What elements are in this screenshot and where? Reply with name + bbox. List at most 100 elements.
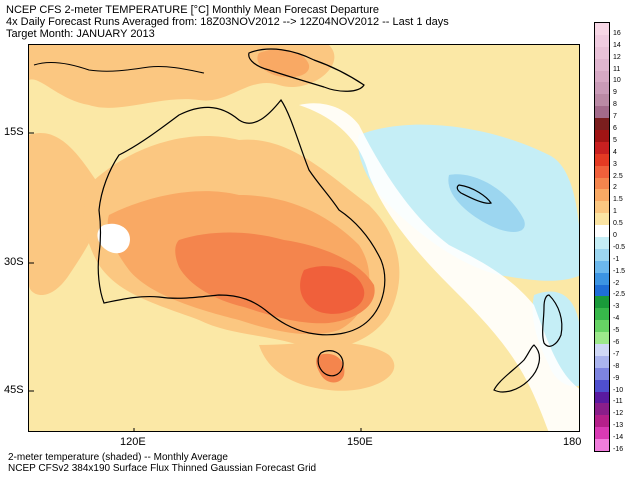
colorbar-cell (595, 284, 609, 297)
colorbar-label: -7 (613, 350, 620, 358)
colorbar-label: 1 (613, 208, 617, 216)
map-panel (28, 44, 580, 432)
colorbar-cell (595, 82, 609, 95)
colorbar-label: 0.5 (613, 220, 623, 228)
colorbar-label: 0 (613, 232, 617, 239)
map-ticks (29, 132, 362, 431)
colorbar-label: 9 (613, 89, 617, 97)
lat-label-45s: 45S (4, 384, 24, 396)
colorbar-cell (595, 165, 609, 179)
colorbar-cell (595, 344, 609, 357)
colorbar-cell (595, 355, 609, 369)
colorbar-cell (595, 379, 609, 393)
coastline-new-zealand-south (493, 344, 541, 393)
colorbar-cell (595, 106, 609, 119)
colorbar-cell (595, 272, 609, 286)
colorbar-cell (595, 332, 609, 345)
colorbar-label: -0.5 (613, 243, 626, 251)
header-line-2: 4x Daily Forecast Runs Averaged from: 18… (6, 16, 449, 28)
warm-region-tasmania (316, 353, 345, 383)
neutral-band (299, 103, 579, 431)
coastline-new-guinea (248, 48, 365, 92)
coastline-tasmania (317, 350, 344, 377)
lon-label-120e: 120E (120, 436, 146, 448)
coastline-indonesia (33, 62, 205, 74)
warm-region-hotspot (300, 266, 365, 314)
colorbar-label: -9 (613, 374, 620, 382)
coastline-new-caledonia (456, 184, 492, 204)
colorbar-cell (595, 141, 609, 155)
colorbar-label: -6 (613, 339, 620, 346)
warm-region-west-ocean (29, 133, 102, 295)
colorbar-cell (595, 439, 609, 452)
colorbar-cell (595, 201, 609, 214)
colorbar-label: -3 (613, 303, 620, 311)
colorbar-label: -10 (613, 386, 624, 394)
colorbar-cell (595, 427, 609, 440)
colorbar-label: 6 (613, 125, 617, 132)
colorbar-label: -13 (613, 422, 624, 430)
colorbar-cell (595, 415, 609, 428)
colorbar-label: 4 (613, 148, 617, 156)
colorbar-cell (595, 34, 609, 48)
colorbar-cell (595, 23, 609, 36)
colorbar-label: -12 (613, 410, 624, 418)
colorbar-label: 10 (613, 77, 621, 85)
colorbar-cell (595, 237, 609, 250)
colorbar-label: -8 (613, 362, 620, 370)
colorbar-cell (595, 118, 609, 131)
colorbar-label: 12 (613, 53, 621, 61)
colorbar-label: 1.5 (613, 196, 623, 204)
colorbar-cell (595, 94, 609, 107)
footer-line-2: NCEP CFSv2 384x190 Surface Flux Thinned … (8, 463, 317, 474)
lat-label-15s: 15S (4, 126, 24, 138)
colorbar-cell (595, 296, 609, 309)
colorbar-label: 11 (613, 65, 621, 73)
colorbar-cell (595, 260, 609, 274)
colorbar-label: -4 (613, 315, 620, 323)
colorbar-label: -2.5 (613, 291, 626, 299)
colorbar-label: 16 (613, 29, 621, 37)
coastline-australia (97, 98, 386, 336)
colorbar (594, 22, 610, 452)
colorbar-label: 8 (613, 101, 617, 109)
colorbar-label: 2 (613, 184, 617, 192)
colorbar-cell (595, 70, 609, 83)
temperature-map (29, 45, 579, 431)
colorbar-cell (595, 177, 609, 190)
colorbar-cell (595, 213, 609, 226)
footer-line-1: 2-meter temperature (shaded) -- Monthly … (8, 452, 228, 463)
coastline-new-zealand-north (542, 294, 563, 347)
lon-label-150e: 150E (347, 436, 373, 448)
colorbar-cell (595, 58, 609, 72)
colorbar-label: -1 (613, 255, 620, 263)
colorbar-label: 2.5 (613, 172, 623, 180)
colorbar-label: 3 (613, 160, 617, 168)
colorbar-label: -16 (613, 446, 624, 453)
colorbar-cell (595, 46, 609, 60)
colorbar-label: 7 (613, 113, 617, 121)
colorbar-label: 14 (613, 41, 621, 49)
colorbar-label: 5 (613, 136, 617, 144)
colorbar-label: -11 (613, 398, 623, 406)
lon-label-180: 180 (563, 436, 582, 448)
colorbar-label: -1.5 (613, 267, 626, 275)
colorbar-cell (595, 225, 609, 238)
colorbar-cell (595, 153, 609, 167)
colorbar-cell (595, 320, 609, 333)
colorbar-cell (595, 189, 609, 202)
lat-label-30s: 30S (4, 256, 24, 268)
colorbar-cell (595, 403, 609, 416)
colorbar-cell (595, 308, 609, 321)
colorbar-label: -14 (613, 434, 624, 442)
colorbar-cell (595, 130, 609, 143)
cool-region-west (97, 223, 130, 254)
colorbar-cell (595, 391, 609, 404)
colorbar-label: -2 (613, 279, 620, 287)
header-line-1: NCEP CFS 2-meter TEMPERATURE [°C] Monthl… (6, 4, 380, 16)
header-line-3: Target Month: JANUARY 2013 (6, 28, 155, 40)
colorbar-cell (595, 367, 609, 381)
cool-region-tasman (532, 291, 579, 387)
colorbar-label: -5 (613, 327, 620, 335)
colorbar-cell (595, 248, 609, 262)
